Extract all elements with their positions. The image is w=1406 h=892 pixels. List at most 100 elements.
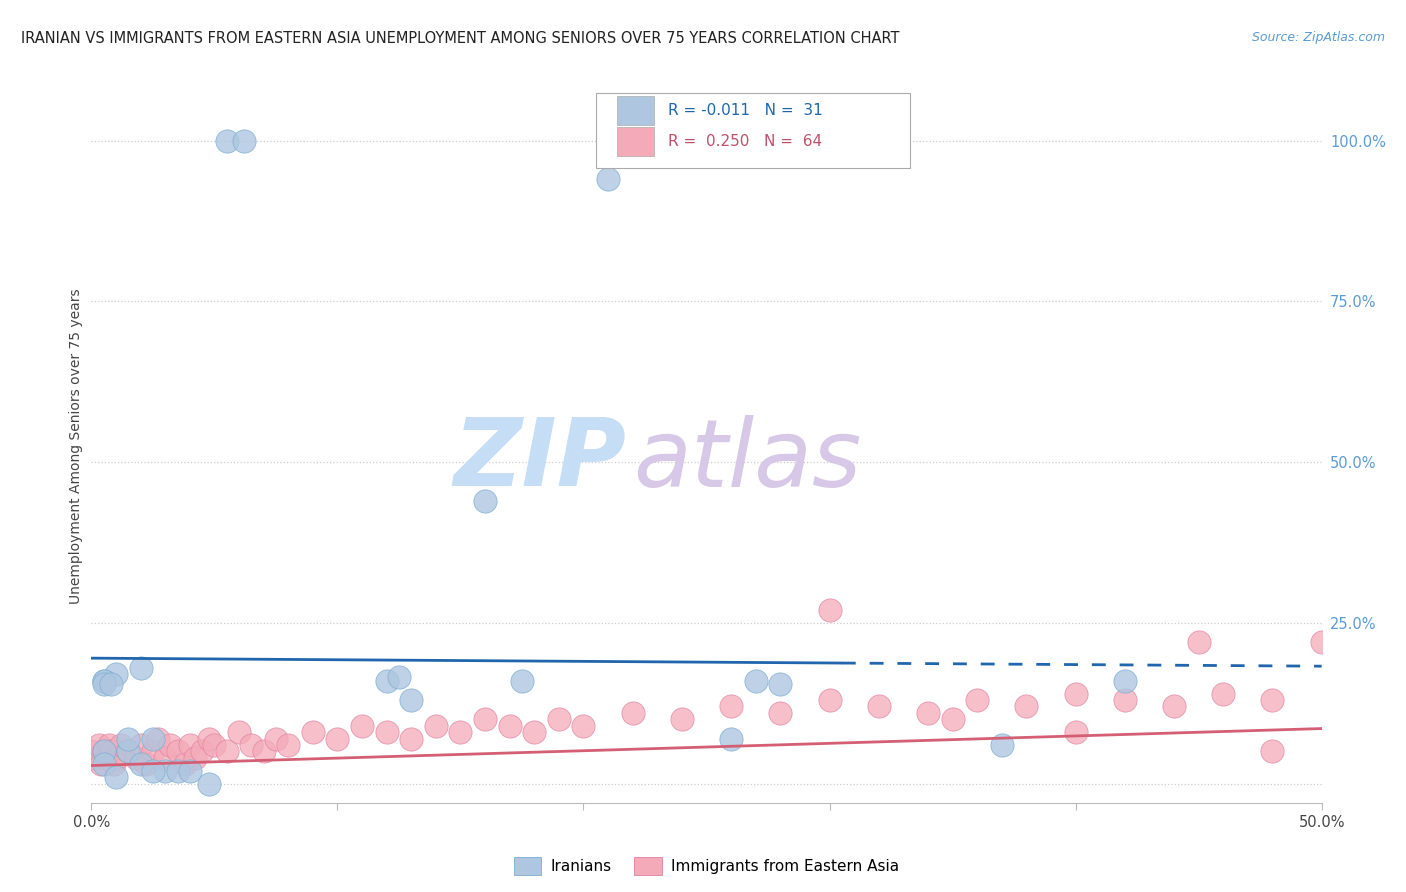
Point: [375, 673, 398, 688]
Point: [100, 677, 122, 691]
Point: [621, 706, 644, 720]
Point: [110, 738, 132, 752]
Point: [264, 731, 287, 746]
Point: [596, 172, 619, 186]
Point: [179, 764, 201, 778]
Point: [80, 744, 103, 758]
Point: [93, 757, 115, 772]
Point: [966, 693, 988, 707]
Point: [720, 699, 742, 714]
Point: [868, 699, 890, 714]
Point: [153, 764, 177, 778]
Point: [232, 134, 256, 148]
Point: [198, 776, 221, 790]
Point: [129, 757, 152, 772]
Point: [917, 706, 939, 720]
Point: [124, 751, 146, 765]
Point: [498, 719, 520, 733]
Point: [399, 731, 422, 746]
Point: [142, 764, 165, 778]
Point: [93, 677, 115, 691]
Point: [166, 764, 188, 778]
Text: atlas: atlas: [633, 415, 860, 506]
Point: [1187, 635, 1209, 649]
Point: [142, 744, 165, 758]
Point: [1212, 686, 1234, 700]
Point: [105, 667, 127, 681]
Point: [103, 757, 125, 772]
Point: [1114, 693, 1136, 707]
Text: ZIP: ZIP: [454, 414, 627, 507]
Point: [183, 751, 207, 765]
Point: [510, 673, 533, 688]
Legend: Iranians, Immigrants from Eastern Asia: Iranians, Immigrants from Eastern Asia: [508, 851, 905, 880]
Point: [1163, 699, 1185, 714]
Point: [105, 770, 127, 784]
Point: [146, 731, 169, 746]
Point: [1015, 699, 1038, 714]
Point: [745, 673, 768, 688]
Point: [1261, 693, 1284, 707]
Point: [301, 725, 323, 739]
Bar: [617, 96, 654, 125]
Point: [769, 677, 792, 691]
Point: [326, 731, 349, 746]
Text: Source: ZipAtlas.com: Source: ZipAtlas.com: [1251, 31, 1385, 45]
Point: [117, 744, 139, 758]
Point: [1261, 744, 1284, 758]
Point: [129, 661, 152, 675]
Point: [93, 744, 115, 758]
Point: [818, 603, 841, 617]
Point: [523, 725, 546, 739]
Point: [97, 738, 120, 752]
Point: [153, 751, 177, 765]
Point: [277, 738, 299, 752]
Point: [100, 744, 122, 758]
Point: [93, 673, 115, 688]
Point: [1064, 686, 1087, 700]
Point: [990, 738, 1012, 752]
Point: [215, 744, 238, 758]
Point: [215, 134, 238, 148]
Point: [474, 712, 496, 726]
Point: [547, 712, 569, 726]
Y-axis label: Unemployment Among Seniors over 75 years: Unemployment Among Seniors over 75 years: [69, 288, 83, 604]
Point: [572, 719, 595, 733]
Point: [425, 719, 447, 733]
Point: [105, 751, 127, 765]
Point: [399, 693, 422, 707]
Point: [93, 673, 115, 688]
Point: [191, 744, 214, 758]
Point: [142, 731, 165, 746]
Point: [135, 757, 156, 772]
Point: [96, 751, 117, 765]
Point: [174, 757, 197, 772]
Text: R = -0.011   N =  31: R = -0.011 N = 31: [668, 103, 823, 118]
Text: IRANIAN VS IMMIGRANTS FROM EASTERN ASIA UNEMPLOYMENT AMONG SENIORS OVER 75 YEARS: IRANIAN VS IMMIGRANTS FROM EASTERN ASIA …: [21, 31, 900, 46]
Point: [1114, 673, 1136, 688]
Point: [352, 719, 374, 733]
Point: [474, 493, 496, 508]
Text: R =  0.250   N =  64: R = 0.250 N = 64: [668, 134, 823, 149]
Point: [1310, 635, 1333, 649]
Point: [720, 731, 742, 746]
Bar: [617, 128, 654, 156]
Point: [166, 744, 188, 758]
Point: [159, 738, 181, 752]
Point: [90, 757, 112, 772]
Point: [117, 731, 139, 746]
Point: [941, 712, 963, 726]
Point: [87, 738, 110, 752]
Point: [671, 712, 693, 726]
Point: [228, 725, 250, 739]
Point: [818, 693, 841, 707]
Point: [240, 738, 263, 752]
Point: [117, 744, 139, 758]
Point: [1064, 725, 1087, 739]
Point: [375, 725, 398, 739]
Point: [198, 731, 221, 746]
Point: [388, 670, 411, 684]
FancyBboxPatch shape: [596, 93, 910, 168]
Point: [449, 725, 471, 739]
Point: [253, 744, 276, 758]
